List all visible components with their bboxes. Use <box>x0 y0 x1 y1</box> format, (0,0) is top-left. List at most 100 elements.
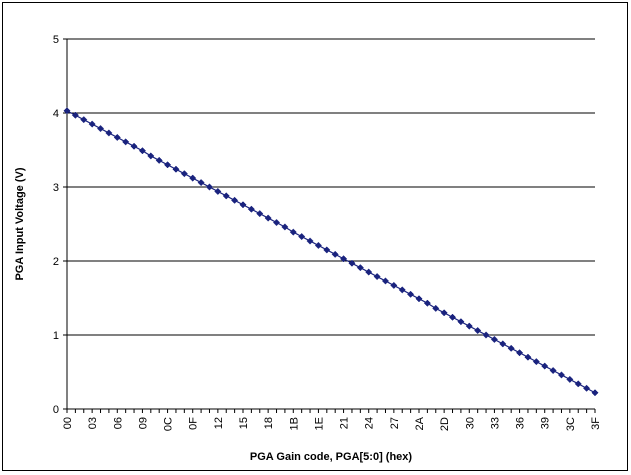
x-tick-label: 21 <box>339 417 351 429</box>
data-point <box>130 142 138 150</box>
x-tick-label: 3F <box>590 417 602 430</box>
data-point <box>557 371 566 379</box>
data-point <box>516 349 524 357</box>
x-tick-label: 2A <box>414 416 426 430</box>
data-point <box>314 241 322 250</box>
data-point <box>507 344 515 352</box>
data-point <box>113 133 121 141</box>
data-point <box>524 353 532 361</box>
data-point <box>532 358 540 366</box>
x-tick-label: 0F <box>188 417 200 430</box>
data-point <box>583 384 591 392</box>
data-point <box>256 210 264 218</box>
x-tick-label: 03 <box>87 417 99 429</box>
data-point <box>105 129 113 137</box>
data-point <box>189 174 197 182</box>
data-point <box>490 335 498 343</box>
data-point <box>63 107 71 115</box>
x-tick-label: 3C <box>565 417 577 431</box>
data-point <box>591 389 599 397</box>
y-tick-label: 2 <box>53 256 59 268</box>
data-point <box>180 170 188 178</box>
data-point <box>231 196 239 204</box>
x-tick-label: 33 <box>489 417 501 429</box>
data-point <box>482 331 490 339</box>
x-tick-label: 06 <box>112 417 124 429</box>
data-point <box>348 259 356 267</box>
x-tick-label: 12 <box>213 417 225 429</box>
data-point <box>499 340 507 348</box>
data-series <box>63 107 599 397</box>
data-point <box>440 309 448 317</box>
data-point <box>415 295 423 303</box>
data-point <box>423 299 431 307</box>
data-point <box>172 165 180 173</box>
data-point <box>398 286 406 294</box>
data-point <box>373 272 381 281</box>
data-point <box>155 156 163 164</box>
x-tick-label: 39 <box>540 417 552 429</box>
data-point <box>205 183 214 191</box>
data-point <box>407 290 415 298</box>
data-point <box>465 322 473 330</box>
x-tick-label: 1B <box>288 417 300 430</box>
data-point <box>147 152 155 160</box>
data-point <box>88 120 96 128</box>
data-point <box>432 304 440 312</box>
data-point <box>566 375 574 383</box>
data-point <box>340 255 348 263</box>
y-tick-label: 0 <box>53 404 59 416</box>
x-tick-label: 1E <box>313 417 325 430</box>
data-point <box>457 318 465 326</box>
y-tick-label: 4 <box>53 108 59 120</box>
x-tick-label: 36 <box>515 417 527 429</box>
x-tick-label: 0C <box>163 417 175 431</box>
data-point <box>356 264 364 272</box>
data-point <box>549 366 557 375</box>
x-tick-label: 27 <box>389 417 401 429</box>
x-axis-label: PGA Gain code, PGA[5:0] (hex) <box>250 451 413 463</box>
data-point <box>541 362 549 370</box>
data-point <box>239 201 247 209</box>
data-point <box>214 187 222 195</box>
data-point <box>289 228 297 236</box>
data-point <box>574 380 582 388</box>
data-point <box>298 233 306 241</box>
data-point <box>164 161 172 169</box>
y-tick-label: 1 <box>53 330 59 342</box>
y-tick-label: 3 <box>53 182 59 194</box>
data-point <box>96 124 105 133</box>
data-point <box>264 214 272 222</box>
data-point <box>71 111 79 119</box>
data-point <box>281 223 289 231</box>
data-point <box>390 281 398 289</box>
data-point <box>197 179 205 187</box>
x-tick-labels: 00 03 06 09 0C 0F 12 15 18 1B 1E 21 24 27 2A 2D 30 33 36 39… <box>62 416 602 431</box>
data-point <box>474 327 482 335</box>
data-point <box>272 218 281 227</box>
y-tick-label: 5 <box>53 34 59 46</box>
x-tick-label: 00 <box>62 417 74 429</box>
y-tick-labels: 0 1 2 3 4 5 <box>53 34 59 416</box>
gridlines <box>67 38 595 336</box>
data-point <box>365 268 373 276</box>
x-tick-label: 15 <box>238 417 250 429</box>
axes <box>63 38 596 413</box>
x-tick-label: 24 <box>364 417 376 429</box>
x-tick-label: 18 <box>263 417 275 429</box>
data-point <box>448 313 457 321</box>
data-point <box>222 192 230 200</box>
data-point <box>80 116 88 124</box>
x-tick-label: 30 <box>464 417 476 429</box>
data-point <box>306 237 314 245</box>
x-tick-label: 09 <box>137 417 149 429</box>
data-point <box>247 205 255 213</box>
series-line <box>66 110 596 394</box>
data-point <box>331 250 339 258</box>
data-point <box>381 277 390 285</box>
data-point <box>122 138 130 146</box>
data-point <box>323 246 331 254</box>
x-tick-label: 2D <box>439 417 451 431</box>
